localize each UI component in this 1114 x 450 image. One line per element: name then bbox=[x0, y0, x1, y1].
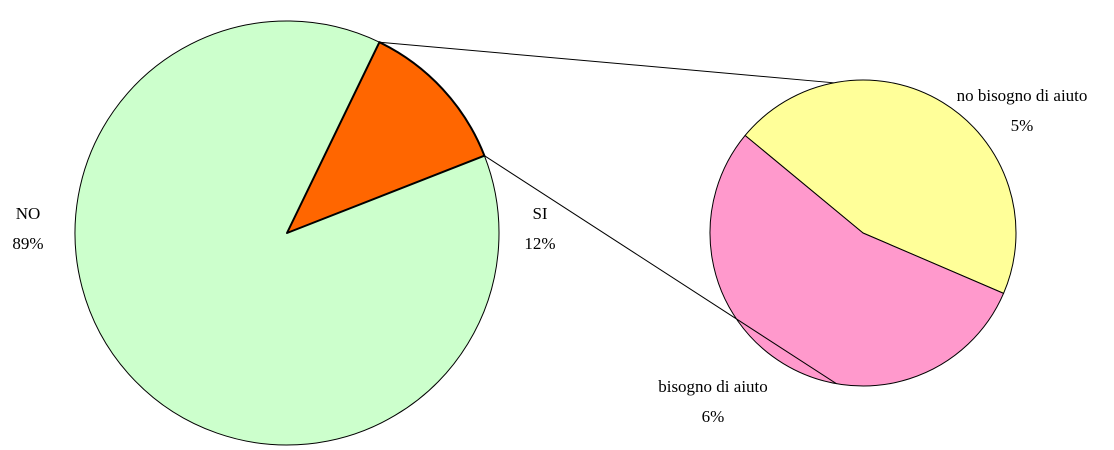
slice-label: SI bbox=[532, 204, 547, 223]
connector-line bbox=[379, 41, 834, 84]
slice-value-label: 12% bbox=[524, 234, 555, 253]
slice-value-label: 5% bbox=[1011, 116, 1034, 135]
slice-label: no bisogno di aiuto bbox=[957, 86, 1088, 105]
slice-value-label: 6% bbox=[702, 407, 725, 426]
slice-label: bisogno di aiuto bbox=[658, 377, 768, 396]
slice-value-label: 89% bbox=[12, 234, 43, 253]
pie-slice bbox=[744, 79, 1017, 294]
slice-label: NO bbox=[16, 204, 41, 223]
connector-line bbox=[484, 155, 837, 385]
pie-slice bbox=[286, 41, 486, 234]
pie-slice bbox=[709, 134, 1005, 387]
